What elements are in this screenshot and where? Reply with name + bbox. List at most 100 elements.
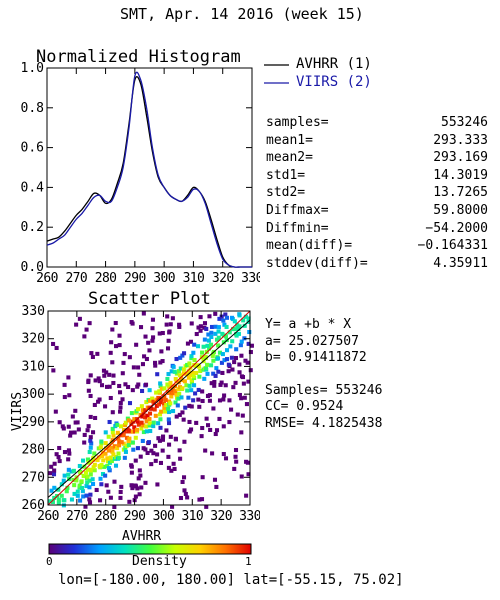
scatter-point — [159, 409, 164, 414]
scatter-point — [151, 399, 156, 404]
scatter-point — [158, 425, 163, 430]
scatter-point — [99, 463, 104, 468]
scatter-point — [208, 427, 213, 432]
scatter-point — [167, 409, 172, 415]
legend-label-viirs: VIIRS (2) — [296, 74, 372, 90]
scatter-point — [196, 397, 201, 402]
scatter-point — [224, 315, 230, 320]
scatter-point — [226, 369, 231, 374]
scatter-point — [92, 402, 97, 407]
scatter-point — [200, 475, 205, 480]
scatter-point — [129, 411, 134, 416]
scatter-point — [241, 381, 246, 386]
scatter-point — [110, 360, 115, 365]
scatter-point — [59, 493, 64, 498]
scatter-point — [91, 481, 96, 487]
scatter-point — [143, 408, 148, 413]
scatter-rmse: RMSE= 4.1825438 — [265, 415, 383, 431]
scatter-point — [81, 458, 86, 463]
scatter-point — [173, 436, 178, 441]
scatter-point — [158, 381, 163, 386]
scatter-point — [127, 499, 132, 504]
scatter-point — [88, 373, 93, 378]
scatter-point — [209, 324, 215, 329]
scatter-point — [237, 392, 242, 398]
scatter-point — [188, 339, 194, 344]
scatter-point — [73, 408, 78, 413]
scatter-point — [157, 389, 162, 394]
scatter-point — [149, 448, 154, 453]
scatter-point — [96, 455, 101, 460]
scatter-point — [126, 443, 131, 448]
scatter-point — [208, 342, 214, 347]
scatter-xtick-label: 330 — [239, 509, 260, 524]
scatter-point — [107, 468, 112, 473]
scatter-point — [127, 401, 133, 406]
scatter-point — [209, 330, 214, 335]
scatter-point — [139, 420, 144, 425]
scatter-point — [48, 499, 53, 504]
scatter-point — [223, 383, 228, 388]
scatter-point — [157, 331, 162, 336]
scatter-point — [196, 387, 201, 392]
scatter-point — [190, 370, 195, 375]
scatter-point — [167, 329, 172, 334]
scatter-point — [189, 404, 194, 409]
scatter-point — [56, 497, 61, 502]
scatter-point — [52, 468, 57, 473]
scatter-point — [224, 348, 230, 353]
footer-latlon: lon=[-180.00, 180.00] lat=[-55.15, 75.02… — [58, 572, 404, 588]
scatter-point — [88, 492, 93, 497]
histogram-chart: 0.0 0.2 0.4 0.6 0.8 1.0 260 270 280 290 300 310 320 3… — [21, 61, 260, 286]
scatter-point — [240, 413, 245, 418]
scatter-point — [110, 449, 115, 454]
scatter-point — [70, 414, 75, 419]
scatter-point — [213, 324, 218, 329]
scatter-point — [235, 323, 240, 328]
scatter-point — [135, 486, 140, 491]
scatter-point — [169, 394, 174, 399]
scatter-point — [224, 324, 229, 330]
scatter-point — [117, 443, 122, 448]
scatter-point — [202, 337, 207, 342]
scatter-point — [115, 430, 120, 435]
scatter-point — [57, 445, 62, 451]
scatter-point — [147, 416, 152, 422]
scatter-point — [216, 343, 221, 348]
scatter-point — [167, 421, 172, 426]
scatter-point — [147, 348, 152, 353]
scatter-point — [189, 378, 194, 383]
scatter-point — [120, 397, 125, 402]
scatter-point — [243, 358, 248, 363]
scatter-point — [200, 389, 205, 394]
scatter-point — [86, 424, 91, 429]
scatter-point — [56, 487, 61, 492]
scatter-point — [214, 484, 219, 489]
scatter-point — [166, 406, 171, 411]
scatter-point — [197, 404, 202, 409]
scatter-point — [194, 420, 199, 425]
scatter-point — [165, 382, 170, 387]
scatter-point — [216, 325, 221, 330]
scatter-point — [158, 417, 163, 422]
scatter-point — [160, 448, 165, 453]
scatter-point — [183, 491, 188, 497]
scatter-point — [237, 312, 242, 317]
scatter-point — [66, 375, 71, 380]
scatter-point — [85, 457, 90, 462]
scatter-point — [51, 472, 57, 477]
scatter-point — [104, 483, 109, 488]
scatter-point — [106, 489, 111, 494]
scatter-point — [68, 433, 73, 438]
scatter-point — [123, 423, 128, 428]
scatter-point — [162, 405, 167, 410]
scatter-point — [197, 374, 202, 379]
scatter-point — [178, 355, 183, 360]
scatter-point — [150, 317, 155, 322]
scatter-point — [133, 494, 138, 499]
scatter-point — [239, 374, 244, 379]
scatter-point — [135, 446, 140, 451]
scatter-point — [52, 495, 57, 500]
scatter-point — [56, 501, 61, 506]
scatter-point — [122, 427, 127, 432]
